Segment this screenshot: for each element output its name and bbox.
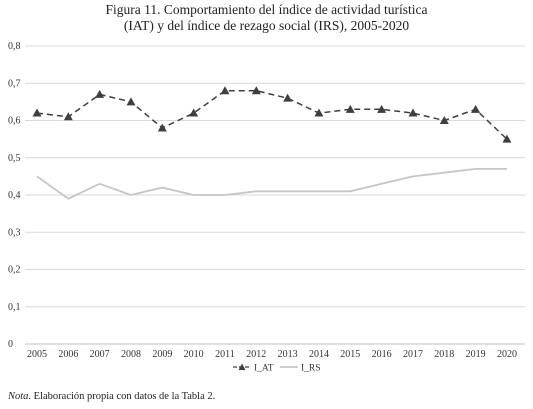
y-tick-label: 0,2 [8, 265, 21, 276]
x-tick-label: 2012 [246, 349, 266, 360]
x-tick-label: 2019 [466, 349, 486, 360]
series-line-irs [36, 167, 507, 200]
data-point-iat [189, 108, 199, 117]
series-line-iat [36, 89, 508, 140]
x-tick-label: 2009 [152, 349, 172, 360]
x-tick-label: 2007 [90, 349, 110, 360]
x-tick-label: 2018 [434, 349, 454, 360]
series-lines [32, 86, 512, 200]
data-point-iat [283, 93, 293, 102]
data-point-iat [126, 97, 136, 106]
data-point-iat [63, 112, 73, 121]
x-tick-label: 2017 [403, 349, 423, 360]
x-tick-label: 2015 [340, 349, 360, 360]
data-point-iat [377, 104, 387, 113]
legend-marker-iat [238, 363, 246, 370]
chart-title-line1: Figura 11. Comportamiento del índice de … [105, 2, 428, 17]
y-tick-label: 0,8 [8, 41, 21, 52]
y-tick-label: 0,4 [8, 190, 21, 201]
x-tick-label: 2013 [278, 349, 298, 360]
line-chart: 00,10,20,30,40,50,60,70,8 2005 2006 2007 20… [8, 41, 525, 374]
data-point-iat [471, 104, 481, 113]
legend-label-irs: I_RS [301, 364, 321, 374]
note-text: . Elaboración propia con datos de la Tab… [28, 391, 216, 402]
gridlines [25, 45, 525, 345]
x-tick-label: 2010 [184, 349, 204, 360]
y-tick-label: 0,6 [8, 116, 21, 127]
x-tick-label: 2008 [121, 349, 141, 360]
y-tick-label: 0,1 [8, 302, 21, 313]
chart-title-line2: (IAT) y del índice de rezago social (IRS… [123, 18, 410, 33]
x-tick-label: 2020 [497, 349, 517, 360]
x-tick-label: 2005 [27, 349, 47, 360]
note-label: Nota [8, 391, 29, 402]
x-tick-label: 2011 [215, 349, 235, 360]
y-tick-label: 0 [8, 339, 13, 350]
x-axis-ticks: 2005 2006 2007 2008 2009 2010 2011 2012 2013 2014… [27, 349, 517, 360]
data-point-iat [220, 86, 230, 95]
data-point-iat [314, 108, 324, 117]
data-point-iat [32, 108, 42, 117]
legend-label-iat: I_AT [254, 364, 274, 374]
data-point-iat [251, 86, 261, 95]
source-note: Nota. Elaboración propia con datos de la… [8, 391, 215, 402]
x-tick-label: 2014 [309, 349, 329, 360]
y-tick-label: 0,5 [8, 153, 21, 164]
data-point-iat [502, 134, 512, 143]
data-point-iat [95, 89, 105, 98]
y-axis-ticks: 0 0,1 0,2 0,3 0,4 0,5 0,6 0,7 0,8 [8, 41, 21, 350]
x-tick-label: 2016 [372, 349, 392, 360]
data-point-iat [439, 116, 449, 124]
y-tick-label: 0,3 [8, 227, 21, 238]
legend: I_AT I_RS [233, 363, 321, 374]
y-tick-label: 0,7 [8, 78, 21, 89]
data-point-iat [157, 123, 167, 132]
data-point-iat [408, 108, 418, 117]
x-tick-label: 2006 [58, 349, 78, 360]
data-point-iat [345, 104, 355, 113]
